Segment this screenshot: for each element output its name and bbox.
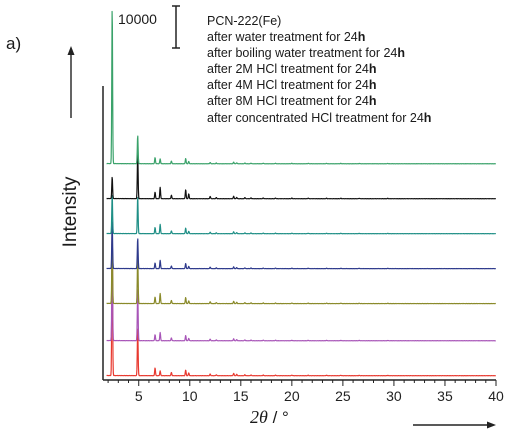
legend-entry-conc-hcl: after concentrated HCl treatment for 24h — [207, 110, 432, 125]
legend-entry-water: after water treatment for 24h — [207, 30, 366, 45]
legend: PCN-222(Fe) after water treatment for 24… — [207, 13, 431, 126]
x-axis-symbol: 2θ — [250, 407, 268, 427]
x-tick-label: 20 — [284, 388, 300, 404]
trace-after-2m-hcl-treatment-for-24h — [106, 221, 497, 270]
y-direction-arrow-icon — [67, 46, 75, 118]
x-tick-label: 30 — [386, 388, 402, 404]
x-tick-label: 10 — [182, 388, 198, 404]
legend-entry-boiling-water: after boiling water treatment for 24h — [207, 46, 406, 61]
trace-after-water-treatment-for-24h — [106, 242, 497, 342]
panel-label: a) — [6, 34, 22, 53]
legend-entry-4m-hcl: after 4M HCl treatment for 24h — [207, 78, 377, 93]
legend-entry-2m-hcl: after 2M HCl treatment for 24h — [207, 62, 377, 77]
legend-entry-8m-hcl: after 8M HCl treatment for 24h — [207, 94, 377, 109]
axes: 5 10 15 20 25 30 35 40 — [102, 86, 504, 404]
x-tick-label: 15 — [233, 388, 249, 404]
x-tick-label: 35 — [437, 388, 453, 404]
x-direction-arrow-icon — [413, 421, 496, 429]
trace-pcn-222-fe — [106, 231, 497, 377]
x-tick-label: 40 — [488, 388, 504, 404]
x-axis-label: 2θ / ° — [250, 407, 289, 428]
scale-bar-label: 10000 — [118, 11, 157, 27]
x-tick-label: 5 — [135, 388, 143, 404]
trace-after-concentrated-hcl-treatment-for-24h — [106, 10, 497, 165]
x-tick-label: 25 — [335, 388, 351, 404]
scale-bar — [172, 5, 180, 49]
legend-entry-pcn222: PCN-222(Fe) — [207, 14, 282, 28]
trace-after-boiling-water-treatment-for-24h — [106, 239, 497, 305]
trace-after-4m-hcl-treatment-for-24h — [106, 194, 497, 235]
traces — [106, 10, 497, 377]
x-axis-unit: / ° — [272, 408, 289, 427]
trace-after-8m-hcl-treatment-for-24h — [106, 153, 497, 200]
